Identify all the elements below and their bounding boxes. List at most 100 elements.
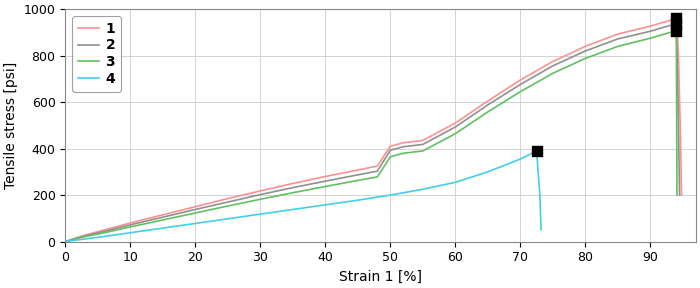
Y-axis label: Tensile stress [psi]: Tensile stress [psi] <box>4 62 18 189</box>
1 <box>80 233 89 237</box>
2 <box>373 169 382 173</box>
3 <box>321 185 330 188</box>
2 <box>288 186 297 190</box>
1 <box>256 189 265 193</box>
1 <box>672 17 680 20</box>
4 <box>159 226 167 230</box>
2 <box>419 143 427 146</box>
1 <box>581 45 589 48</box>
3 <box>126 225 134 229</box>
1 <box>373 164 382 168</box>
4 <box>100 235 108 238</box>
1 <box>676 124 685 127</box>
1 <box>451 121 459 125</box>
4 <box>68 239 76 242</box>
1 <box>126 221 134 225</box>
1 <box>646 24 654 28</box>
3 <box>354 179 362 182</box>
2 <box>256 193 265 196</box>
3 <box>673 193 681 197</box>
1 <box>100 228 108 232</box>
3 <box>549 72 557 75</box>
Legend: 1, 2, 3, 4: 1, 2, 3, 4 <box>72 16 121 92</box>
2 <box>100 230 108 233</box>
1 <box>516 78 524 82</box>
2 <box>68 238 76 241</box>
4 <box>80 237 89 241</box>
4 <box>536 193 544 197</box>
2 <box>191 208 200 211</box>
2 <box>80 234 89 238</box>
2 <box>321 179 330 183</box>
1 <box>159 213 167 217</box>
3 <box>399 151 407 155</box>
Line: 3: 3 <box>65 31 677 242</box>
2 <box>126 223 134 227</box>
1 <box>68 238 76 241</box>
Point <box>671 21 682 26</box>
2 <box>399 145 407 149</box>
2 <box>672 22 680 25</box>
3 <box>100 231 108 234</box>
4 <box>537 228 545 232</box>
3 <box>191 211 200 215</box>
1 <box>399 141 407 145</box>
3 <box>516 90 524 93</box>
Line: 1: 1 <box>65 18 682 242</box>
4 <box>223 217 232 221</box>
1 <box>386 145 395 148</box>
1 <box>484 99 492 103</box>
1 <box>354 168 362 172</box>
4 <box>451 181 459 184</box>
Line: 4: 4 <box>65 151 541 242</box>
2 <box>614 37 622 41</box>
4 <box>61 240 69 243</box>
1 <box>191 205 200 209</box>
4 <box>386 193 395 197</box>
Point <box>531 149 542 153</box>
4 <box>256 213 265 216</box>
1 <box>321 175 330 178</box>
3 <box>288 191 297 194</box>
2 <box>223 200 232 204</box>
4 <box>516 157 524 161</box>
3 <box>80 235 89 238</box>
4 <box>288 208 297 211</box>
3 <box>223 204 232 208</box>
4 <box>126 231 134 234</box>
3 <box>646 37 654 40</box>
3 <box>672 29 680 32</box>
1 <box>678 193 686 197</box>
2 <box>673 77 682 81</box>
3 <box>419 149 427 153</box>
3 <box>159 218 167 222</box>
2 <box>646 29 654 33</box>
1 <box>419 139 427 142</box>
X-axis label: Strain 1 [%]: Strain 1 [%] <box>339 270 422 284</box>
3 <box>614 45 622 48</box>
2 <box>581 49 589 53</box>
2 <box>516 83 524 86</box>
1 <box>223 197 232 200</box>
3 <box>451 132 459 135</box>
3 <box>581 57 589 60</box>
3 <box>484 110 492 113</box>
4 <box>321 203 330 206</box>
Point <box>671 16 682 21</box>
2 <box>484 103 492 107</box>
4 <box>191 222 200 225</box>
1 <box>288 182 297 185</box>
2 <box>549 64 557 68</box>
2 <box>354 173 362 177</box>
Line: 2: 2 <box>65 24 680 242</box>
1 <box>61 240 69 243</box>
1 <box>674 49 682 53</box>
2 <box>676 193 684 197</box>
4 <box>354 198 362 202</box>
3 <box>68 238 76 242</box>
2 <box>159 215 167 219</box>
2 <box>451 125 459 129</box>
4 <box>533 149 541 153</box>
3 <box>373 175 382 179</box>
2 <box>386 149 395 152</box>
